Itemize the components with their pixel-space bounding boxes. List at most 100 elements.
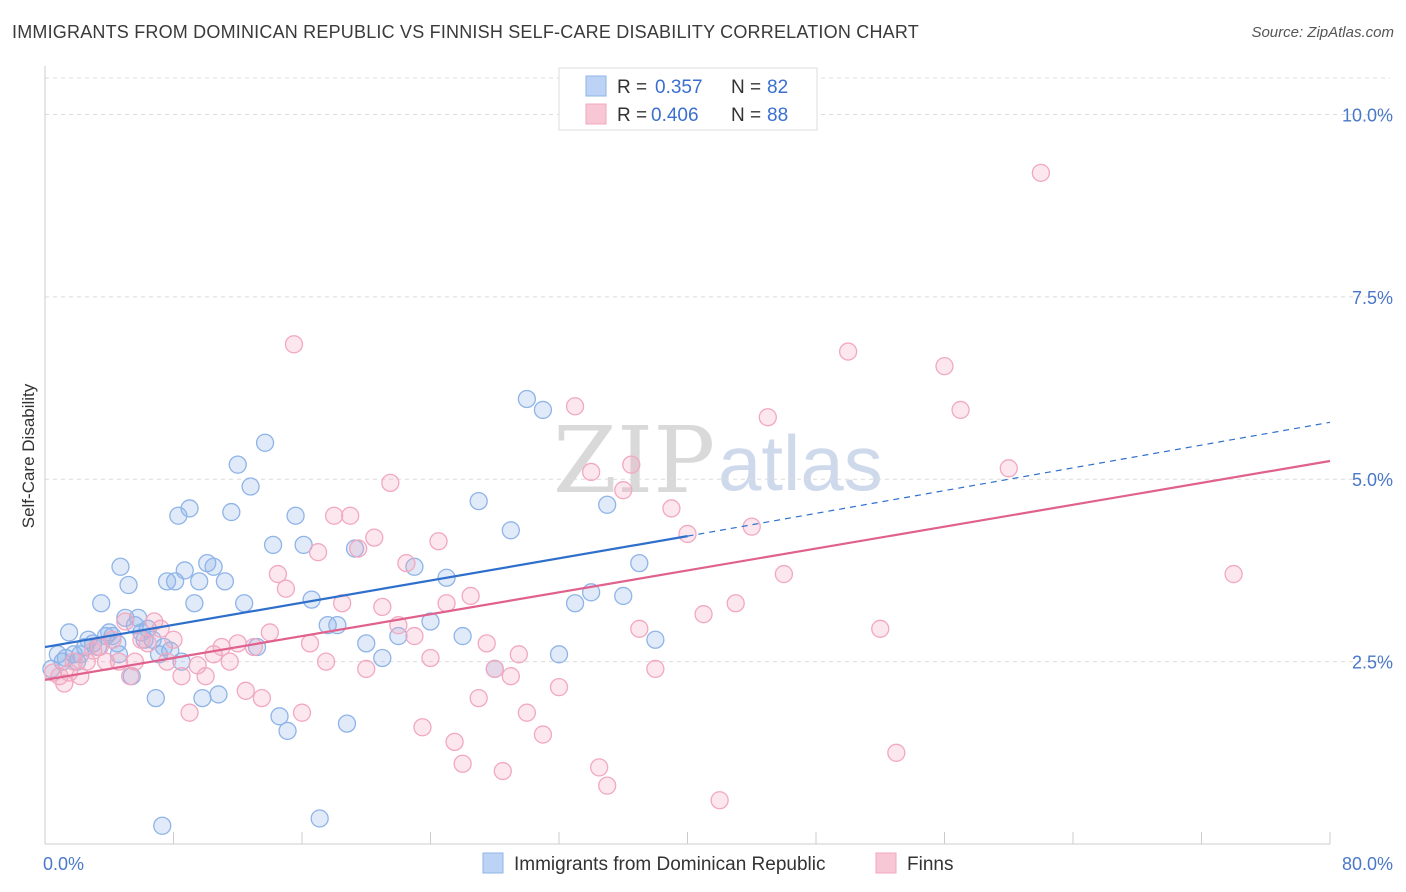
y-tick-label: 2.5% xyxy=(1352,653,1393,673)
scatter-point xyxy=(678,524,697,544)
y-axis-title: Self-Care Disability xyxy=(19,383,38,528)
scatter-point xyxy=(357,659,376,679)
scatter-point xyxy=(308,543,328,562)
bottom-legend-swatch-pink xyxy=(875,852,897,874)
scatter-point xyxy=(590,758,609,777)
scatter-point xyxy=(421,612,440,631)
scatter-point xyxy=(278,721,297,741)
scatter-point xyxy=(381,473,400,493)
scatter-point xyxy=(337,714,357,733)
scatter-point xyxy=(157,652,177,671)
scatter-point xyxy=(365,528,384,547)
scatter-point xyxy=(228,634,247,653)
scatter-point xyxy=(646,630,665,649)
scatter-point xyxy=(175,561,194,580)
legend-r-value-0: 0.357 xyxy=(655,77,703,98)
scatter-point xyxy=(172,667,191,686)
scatter-point xyxy=(341,506,360,525)
scatter-point xyxy=(236,681,255,700)
scatter-point xyxy=(453,626,472,646)
scatter-point xyxy=(373,648,392,668)
scatter-point xyxy=(284,335,304,354)
scatter-point xyxy=(190,572,209,591)
scatter-point xyxy=(469,491,488,511)
scatter-point xyxy=(662,499,681,518)
scatter-point xyxy=(871,619,890,638)
scatter-point xyxy=(477,634,496,653)
scatter-point xyxy=(493,761,512,781)
scatter-point xyxy=(268,564,288,584)
scatter-point xyxy=(235,594,254,613)
scatter-point xyxy=(951,400,970,420)
scatter-point xyxy=(565,397,585,416)
legend-n-label-1: N = xyxy=(731,105,761,126)
scatter-point xyxy=(517,389,537,409)
scatter-point xyxy=(196,667,215,686)
scatter-point xyxy=(222,502,241,522)
scatter-point xyxy=(286,506,305,525)
axes xyxy=(44,66,1331,845)
scatter-point xyxy=(758,408,777,427)
scatter-point xyxy=(999,459,1018,478)
scatter-point xyxy=(59,623,79,642)
scatter-point xyxy=(294,535,313,555)
scatter-point xyxy=(310,809,329,828)
scatter-point xyxy=(164,630,183,649)
scatter-point xyxy=(119,575,138,595)
scatter-point xyxy=(646,659,665,679)
legend-swatch-blue xyxy=(585,75,607,97)
scatter-point xyxy=(533,725,553,744)
scatter-point xyxy=(469,688,488,708)
scatter-point xyxy=(77,652,96,671)
scatter-point xyxy=(887,743,906,762)
scatter-point xyxy=(935,357,954,376)
scatter-point xyxy=(838,342,858,361)
watermark-zip: ZIP xyxy=(553,407,715,514)
trend-line-finns xyxy=(44,459,1331,681)
scatter-point xyxy=(145,612,164,631)
scatter-point xyxy=(92,594,111,613)
scatter-point xyxy=(180,499,199,518)
scatter-point xyxy=(185,594,204,613)
chart-title: IMMIGRANTS FROM DOMINICAN REPUBLIC VS FI… xyxy=(12,22,919,42)
scatter-point xyxy=(397,553,416,573)
legend-r-label-0: R = xyxy=(617,77,647,98)
scatter-point xyxy=(598,495,617,514)
scatter-point xyxy=(598,776,617,795)
scatter-point xyxy=(193,688,212,708)
scatter-point xyxy=(55,674,74,693)
bottom-legend-label-1: Finns xyxy=(907,854,953,875)
watermark-atlas: atlas xyxy=(718,419,883,507)
scatter-point xyxy=(111,557,130,576)
scatter-point xyxy=(501,521,520,540)
trend-lines xyxy=(44,421,1331,681)
scatter-point xyxy=(742,517,761,536)
scatter-point xyxy=(180,703,199,722)
scatter-point xyxy=(533,400,553,420)
scatter-point xyxy=(453,754,472,773)
scatter-point xyxy=(694,605,713,624)
scatter-point xyxy=(169,506,188,525)
scatter-point xyxy=(153,816,172,835)
legend-r-value-1: 0.406 xyxy=(651,105,699,126)
scatter-point xyxy=(255,433,275,452)
scatter-point xyxy=(204,557,223,576)
scatter-point xyxy=(485,659,504,679)
scatter-point xyxy=(138,634,157,653)
scatter-point xyxy=(630,619,649,638)
scatter-point xyxy=(318,615,337,635)
scatter-point xyxy=(241,477,260,496)
scatter-point xyxy=(581,462,601,482)
x-tick-label: 80.0% xyxy=(1342,854,1393,874)
scatter-point xyxy=(630,553,649,573)
scatter-point xyxy=(209,685,228,704)
scatter-point xyxy=(1224,564,1243,584)
scatter-point xyxy=(509,645,528,664)
scatter-point xyxy=(549,645,569,664)
legend-n-value-1: 88 xyxy=(767,105,788,126)
y-tick-label: 7.5% xyxy=(1352,288,1393,308)
scatter-point xyxy=(774,564,794,584)
legend-n-value-0: 82 xyxy=(767,77,788,98)
scatter-point xyxy=(614,481,633,500)
